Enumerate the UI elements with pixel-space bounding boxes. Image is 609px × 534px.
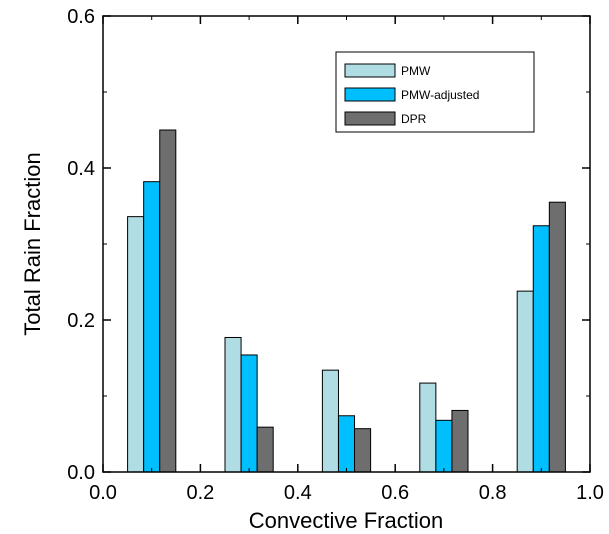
bar-pmw-1	[224, 336, 242, 473]
bar-dpr-2	[354, 428, 372, 473]
y-tick-label: 0.0	[67, 462, 95, 484]
bar-pmw-adjusted-4	[532, 225, 550, 473]
x-axis-label: Convective Fraction	[249, 508, 443, 533]
x-tick-label: 0.8	[479, 482, 507, 504]
bar-dpr-0	[159, 129, 177, 473]
legend-label-pmw: PMW	[401, 64, 431, 78]
y-axis-label: Total Rain Fraction	[20, 152, 45, 335]
x-tick-label: 0.6	[381, 482, 409, 504]
x-tick-label: 0.2	[186, 482, 214, 504]
bar-pmw-3	[419, 382, 437, 473]
bar-pmw-4	[516, 290, 534, 473]
y-tick-label: 0.2	[67, 310, 95, 332]
legend-swatch-pmw-adjusted	[344, 87, 396, 102]
bar-pmw-adjusted-2	[337, 415, 356, 473]
legend: PMW PMW-adjusted DPR	[335, 51, 535, 133]
legend-items: PMW PMW-adjusted DPR	[344, 63, 479, 126]
bar-pmw-adjusted-3	[435, 419, 453, 473]
x-axis-ticks: 0.0 0.2 0.4 0.6 0.8 1.0	[89, 16, 604, 504]
bar-pmw-0	[127, 216, 145, 473]
x-tick-label: 0.0	[89, 482, 117, 504]
bar-dpr-3	[451, 409, 469, 473]
bar-dpr-4	[548, 201, 566, 473]
bar-pmw-adjusted-0	[143, 181, 161, 473]
legend-label-dpr: DPR	[401, 112, 427, 126]
bars-group	[127, 129, 566, 473]
bar-pmw-adjusted-1	[240, 354, 258, 473]
y-axis-ticks: 0.0 0.2 0.4 0.6	[67, 6, 590, 484]
legend-label-pmw-adjusted: PMW-adjusted	[401, 88, 479, 102]
x-tick-label: 0.4	[284, 482, 312, 504]
x-tick-label: 1.0	[576, 482, 604, 504]
y-tick-label: 0.4	[67, 158, 95, 180]
bar-dpr-1	[256, 426, 274, 473]
legend-swatch-pmw	[344, 63, 396, 78]
legend-swatch-dpr	[344, 111, 396, 126]
bar-pmw-2	[321, 369, 339, 473]
y-tick-label: 0.6	[67, 6, 95, 28]
